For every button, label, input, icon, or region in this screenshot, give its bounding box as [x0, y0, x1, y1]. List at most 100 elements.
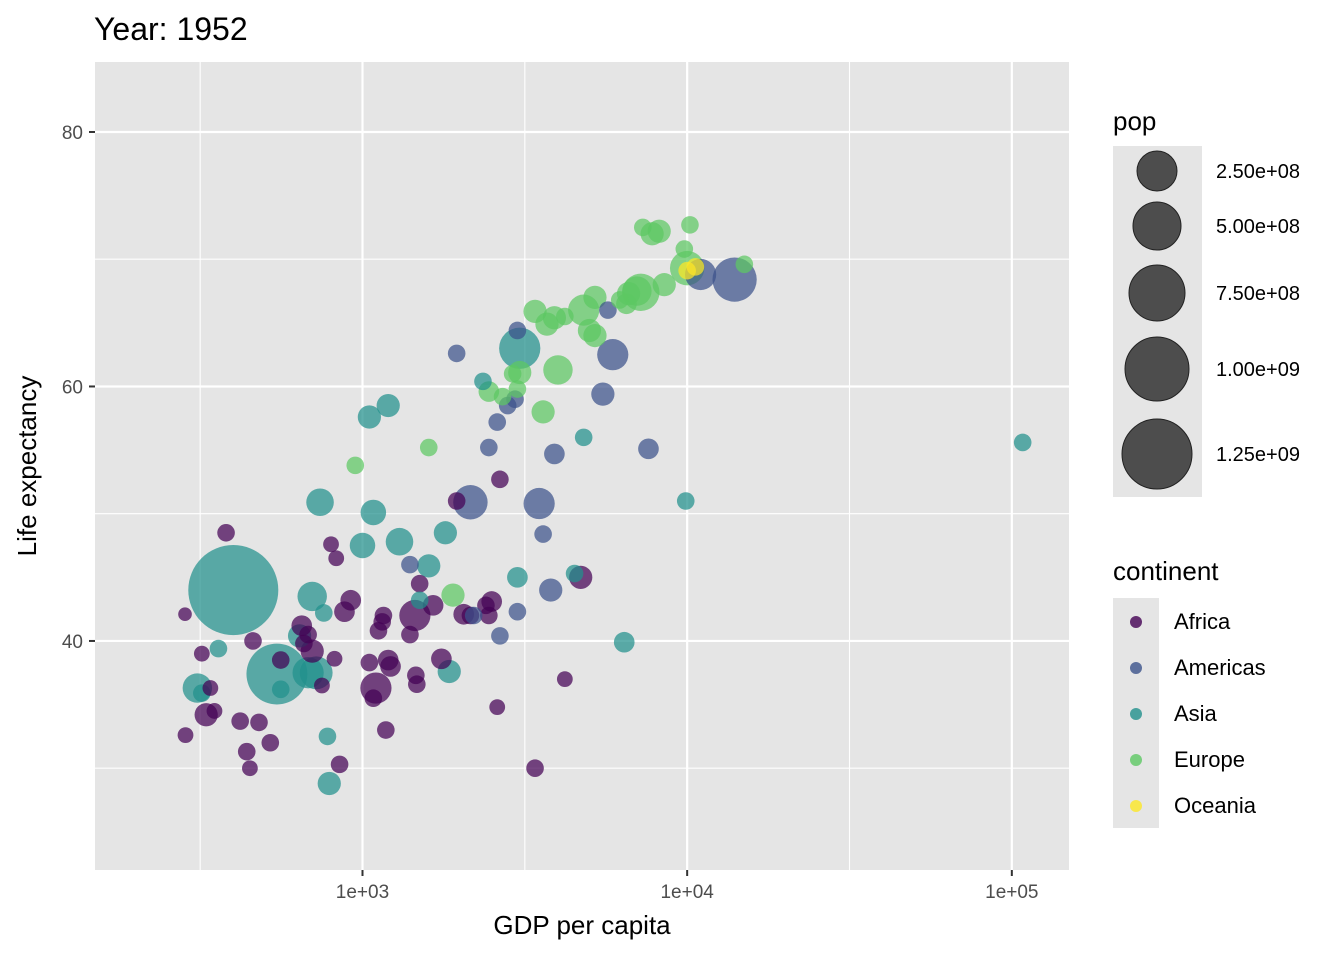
- data-point-asia: [676, 492, 695, 510]
- data-point-americas: [591, 382, 615, 406]
- data-point-africa: [295, 634, 313, 653]
- y-axis-label: Life expectancy: [12, 376, 42, 557]
- chart-title-group: Year: 1952: [94, 11, 248, 47]
- data-point-asia: [410, 591, 429, 610]
- data-point-americas: [544, 443, 565, 465]
- data-point-americas: [599, 301, 617, 319]
- data-point-americas: [534, 525, 552, 543]
- data-point-africa: [447, 492, 466, 510]
- data-point-africa: [178, 607, 192, 622]
- data-point-africa: [380, 656, 401, 677]
- data-point-americas: [638, 438, 659, 460]
- data-point-europe: [419, 438, 438, 457]
- color-legend-label: Europe: [1174, 747, 1245, 772]
- color-legend-dot: [1130, 616, 1142, 628]
- data-point-asia: [376, 393, 400, 418]
- data-point-africa: [271, 651, 290, 669]
- plot-panel: [95, 62, 1069, 870]
- data-point-africa: [408, 675, 426, 694]
- data-point-africa: [480, 606, 498, 625]
- data-point-americas: [491, 627, 509, 645]
- data-point-africa: [261, 733, 280, 752]
- data-point-asia: [357, 405, 381, 429]
- data-point-africa: [377, 721, 395, 739]
- data-point-europe: [493, 387, 512, 406]
- data-point-africa: [401, 625, 419, 644]
- data-point-asia: [565, 564, 584, 583]
- data-point-americas: [539, 578, 563, 602]
- size-legend-label: 2.50e+08: [1216, 161, 1300, 183]
- data-point-europe: [633, 218, 652, 237]
- data-point-americas: [597, 339, 629, 371]
- data-point-asia: [613, 631, 635, 653]
- data-point-africa: [364, 689, 383, 708]
- data-point-europe: [523, 299, 547, 324]
- size-legend-bubble: [1124, 336, 1190, 402]
- data-point-americas: [488, 413, 507, 431]
- data-point-americas: [523, 487, 555, 520]
- color-legend-label: Americas: [1174, 655, 1266, 680]
- data-point-europe: [531, 400, 555, 424]
- data-point-americas: [508, 602, 527, 621]
- y-tick-label: 40: [62, 632, 83, 653]
- size-legend-label: 1.25e+09: [1216, 444, 1300, 466]
- data-point-europe: [346, 456, 365, 475]
- color-legend-label: Africa: [1174, 609, 1231, 634]
- axes: 1e+03 1e+04 1e+05 40 60 80: [62, 123, 1039, 903]
- data-point-europe: [441, 583, 465, 607]
- data-point-africa: [237, 742, 256, 761]
- color-legend-title: continent: [1113, 556, 1219, 586]
- data-point-americas: [453, 485, 488, 520]
- data-point-africa: [326, 650, 343, 667]
- data-point-europe: [675, 240, 694, 258]
- data-point-africa: [217, 524, 235, 542]
- color-legend-label: Oceania: [1174, 793, 1257, 818]
- data-point-africa: [202, 680, 219, 696]
- size-legend-bubble: [1121, 418, 1193, 490]
- data-point-asia: [474, 372, 492, 391]
- data-point-asia: [188, 545, 279, 636]
- color-legend-dot: [1130, 708, 1142, 720]
- data-point-asia: [360, 499, 387, 526]
- data-point-asia: [417, 554, 441, 578]
- data-point-africa: [323, 536, 339, 553]
- color-legend-dot: [1130, 662, 1142, 674]
- data-point-oceania: [686, 258, 705, 276]
- data-point-asia: [317, 771, 341, 796]
- data-point-europe: [647, 219, 671, 243]
- data-point-europe: [556, 307, 574, 326]
- data-point-asia: [574, 428, 593, 447]
- data-point-asia: [271, 680, 290, 699]
- data-point-asia: [385, 527, 414, 556]
- data-point-americas: [401, 555, 419, 574]
- data-point-americas: [508, 321, 527, 340]
- data-point-africa: [242, 760, 258, 777]
- size-legend-label: 1.00e+09: [1216, 359, 1300, 381]
- data-point-africa: [193, 645, 210, 662]
- data-point-asia: [433, 521, 457, 545]
- x-tick-label: 1e+04: [660, 882, 714, 903]
- size-legend: pop 2.50e+08 5.00e+08 7.50e+08 1.00e+09 1.25…: [1113, 106, 1300, 497]
- size-legend-bubble: [1136, 150, 1178, 192]
- x-tick-label: 1e+03: [336, 882, 389, 903]
- data-point-africa: [330, 755, 349, 774]
- data-point-europe: [652, 273, 676, 297]
- color-legend-label: Asia: [1174, 701, 1218, 726]
- data-point-africa: [431, 648, 452, 670]
- data-point-europe: [583, 285, 607, 310]
- data-point-americas: [464, 606, 483, 625]
- data-point-asia: [306, 488, 334, 517]
- y-tick-label: 80: [62, 123, 83, 144]
- data-point-africa: [328, 550, 345, 567]
- color-legend-dot: [1130, 754, 1142, 766]
- size-legend-label: 5.00e+08: [1216, 216, 1300, 238]
- data-point-africa: [360, 653, 379, 672]
- size-legend-label: 7.50e+08: [1216, 283, 1300, 305]
- data-point-europe: [583, 323, 607, 348]
- size-legend-bubble: [1128, 264, 1186, 322]
- data-point-africa: [526, 759, 544, 778]
- size-legend-title: pop: [1113, 106, 1156, 136]
- data-point-africa: [489, 699, 506, 716]
- data-point-europe: [503, 364, 522, 383]
